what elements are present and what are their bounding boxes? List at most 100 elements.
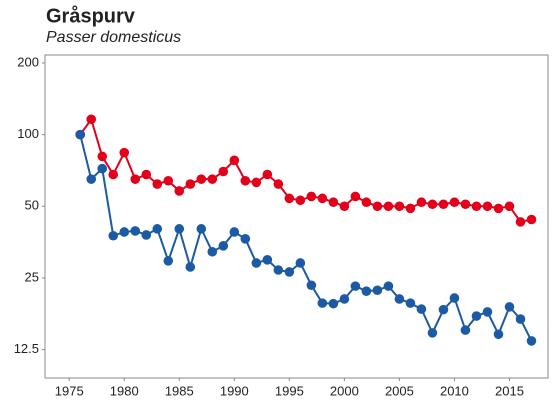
data-point xyxy=(350,191,361,202)
data-point xyxy=(174,186,185,196)
y-tick-label: 12.5 xyxy=(14,341,39,356)
y-tick-label: 50 xyxy=(25,198,39,213)
x-tick-label: 1975 xyxy=(55,383,84,398)
data-point xyxy=(339,201,350,212)
y-tick-label: 25 xyxy=(25,269,39,284)
data-point xyxy=(196,174,207,184)
data-point xyxy=(526,214,537,225)
data-point xyxy=(130,226,141,236)
data-point xyxy=(130,174,141,184)
data-point xyxy=(405,203,416,214)
data-point xyxy=(152,224,163,234)
data-point xyxy=(350,281,361,291)
data-point xyxy=(163,256,174,266)
data-point xyxy=(504,201,515,212)
data-point xyxy=(207,246,218,257)
data-point xyxy=(438,304,449,315)
data-point xyxy=(218,166,229,177)
data-point xyxy=(471,201,482,212)
x-tick-label: 2005 xyxy=(385,383,414,398)
data-point xyxy=(284,193,295,204)
x-tick-label: 2015 xyxy=(495,383,524,398)
data-point xyxy=(141,230,152,240)
data-point xyxy=(152,179,163,189)
data-point xyxy=(306,191,317,202)
data-point xyxy=(394,294,405,304)
data-point xyxy=(383,281,394,291)
data-point xyxy=(416,197,427,208)
data-point xyxy=(174,224,185,234)
data-point xyxy=(482,307,493,317)
data-point xyxy=(449,293,460,303)
data-point xyxy=(317,193,328,204)
data-point xyxy=(218,241,229,251)
data-point xyxy=(460,325,471,335)
data-point xyxy=(229,227,240,237)
data-point xyxy=(515,314,526,324)
x-tick-label: 2000 xyxy=(330,383,359,398)
data-point xyxy=(471,311,482,321)
data-point xyxy=(317,298,328,308)
data-point xyxy=(526,336,537,346)
x-tick-label: 1995 xyxy=(275,383,304,398)
chart-title: Gråspurv xyxy=(46,4,136,27)
data-point xyxy=(482,201,493,212)
data-point xyxy=(361,197,372,208)
data-point xyxy=(119,227,130,237)
data-point xyxy=(229,155,240,166)
data-point xyxy=(97,151,108,162)
data-point xyxy=(141,169,152,180)
data-point xyxy=(493,329,504,340)
data-point xyxy=(504,302,515,312)
data-point xyxy=(306,280,317,291)
data-point xyxy=(196,224,207,234)
y-tick-label: 100 xyxy=(17,126,39,141)
data-point xyxy=(493,203,504,214)
data-point xyxy=(383,201,394,212)
data-point xyxy=(273,265,284,275)
x-tick-label: 2010 xyxy=(440,383,469,398)
data-point xyxy=(262,254,273,265)
chart-subtitle: Passer domesticus xyxy=(46,29,181,46)
data-point xyxy=(427,328,438,338)
data-point xyxy=(86,174,97,184)
data-point xyxy=(438,199,449,210)
x-tick-label: 1985 xyxy=(165,383,194,398)
data-point xyxy=(86,114,97,125)
data-point xyxy=(372,201,383,212)
data-point xyxy=(119,147,130,158)
data-point xyxy=(328,298,339,309)
data-point xyxy=(185,262,196,272)
y-tick-label: 200 xyxy=(17,54,39,69)
data-point xyxy=(207,174,218,184)
data-point xyxy=(262,169,273,180)
data-point xyxy=(108,169,119,180)
data-point xyxy=(251,177,262,188)
data-point xyxy=(185,179,196,189)
data-point xyxy=(108,230,119,241)
data-point xyxy=(460,199,471,210)
data-point xyxy=(339,294,350,304)
data-point xyxy=(405,298,416,308)
data-point xyxy=(240,175,251,186)
data-point xyxy=(163,175,174,186)
data-point xyxy=(328,197,339,208)
data-point xyxy=(240,234,251,244)
x-tick-label: 1980 xyxy=(110,383,139,398)
data-point xyxy=(515,217,526,227)
data-point xyxy=(284,267,295,277)
data-point xyxy=(427,199,438,210)
data-point xyxy=(361,286,372,296)
data-point xyxy=(97,163,108,174)
data-point xyxy=(394,201,405,212)
plot-frame xyxy=(44,54,549,379)
data-point xyxy=(295,258,306,268)
data-point xyxy=(449,197,460,208)
x-tick-label: 1990 xyxy=(220,383,249,398)
data-point xyxy=(75,129,86,140)
data-point xyxy=(273,179,284,189)
data-point xyxy=(251,258,262,268)
data-point xyxy=(372,285,383,296)
